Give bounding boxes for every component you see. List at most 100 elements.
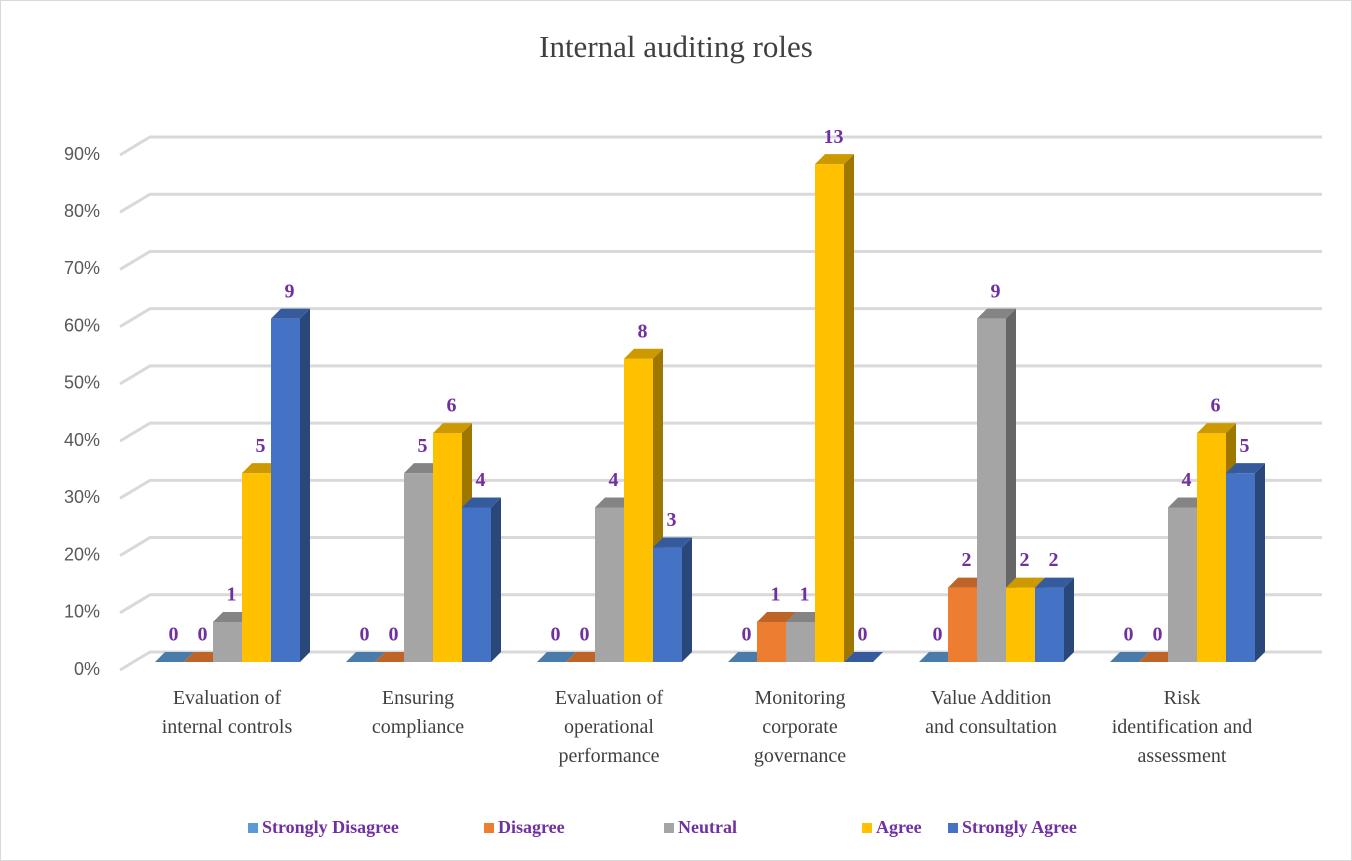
bar-front [977,318,1006,662]
bar-front [213,621,242,662]
bar [653,537,692,662]
data-label: 0 [1153,624,1163,646]
bar-front [653,547,682,662]
grid-line [119,249,1322,271]
data-label: 2 [1020,549,1030,571]
bar-top [1110,652,1149,662]
legend-swatch [664,823,674,833]
data-label: 2 [1049,549,1059,571]
data-label: 9 [991,280,1001,302]
bar-front [1226,473,1255,662]
data-label: 5 [256,435,266,457]
bar-front [815,164,844,662]
data-label: 1 [771,584,781,606]
grid-line [119,192,1322,214]
bar-top [155,652,194,662]
chart-title: Internal auditing roles [539,29,813,64]
bar-front [433,433,462,662]
bar [815,154,854,662]
x-tick-label: Evaluation of internal controls [161,687,293,738]
x-tick-label: Ensuring compliance [371,687,465,738]
data-label: 0 [389,624,399,646]
grid-line [119,478,1322,500]
data-label: 9 [285,280,295,302]
legend-label: Disagree [498,817,565,837]
bar [271,308,310,662]
bar-front [1006,587,1035,662]
data-label: 13 [824,126,844,148]
data-label: 0 [198,624,208,646]
bar-side [1064,577,1074,662]
bar-front [1168,507,1197,662]
bar-side [1255,463,1265,662]
data-label: 8 [638,320,648,342]
bar-front [757,621,786,662]
bar-top [346,652,385,662]
data-label: 5 [1240,435,1250,457]
data-label: 5 [418,435,428,457]
bar-top [653,537,692,548]
y-tick-label: 20% [64,544,100,564]
bar-front [948,587,977,662]
bar [346,652,385,662]
grid-line [119,364,1322,386]
bar-top [537,652,576,662]
bar-front [271,318,300,662]
bar-side [1006,308,1016,662]
y-tick-label: 90% [64,144,100,164]
y-tick-label: 80% [64,201,100,221]
grid-line [119,135,1322,157]
data-label: 6 [447,395,457,417]
bar [1226,463,1265,662]
bar-top [1197,423,1236,434]
data-label: 0 [169,624,179,646]
bar [155,652,194,662]
bar-top [433,423,472,434]
bar-top [624,348,663,359]
bar-side [491,497,501,662]
legend-label: Agree [876,817,922,837]
data-label: 0 [858,624,868,646]
bar [537,652,576,662]
bar [462,497,501,662]
y-tick-label: 40% [64,430,100,450]
data-label: 6 [1211,395,1221,417]
data-label: 1 [227,584,237,606]
bar-top [1006,577,1045,588]
bar-top [462,497,501,508]
bar-front [1197,433,1226,662]
bar-top [815,154,854,165]
x-tick-label: Risk identification and assessment [1111,687,1253,767]
y-tick-label: 70% [64,258,100,278]
grid-line [119,421,1322,443]
data-label: 4 [1182,469,1192,491]
legend-swatch [248,823,258,833]
legend-swatch [862,823,872,833]
data-label: 2 [962,549,972,571]
data-label: 4 [609,469,619,491]
y-tick-label: 10% [64,602,100,622]
bar-top [844,652,883,662]
bar-front [462,507,491,662]
bar [1035,577,1074,662]
x-tick-label: Value Addition and consultation [925,687,1057,738]
y-tick-label: 60% [64,315,100,335]
bar [1110,652,1149,662]
bar-top [757,611,796,622]
data-label: 0 [551,624,561,646]
data-label: 4 [476,469,486,491]
y-tick-label: 50% [64,373,100,393]
data-label: 0 [742,624,752,646]
bar-side [300,308,310,662]
data-label: 0 [1124,624,1134,646]
grid-line [119,536,1322,557]
x-tick-label: Evaluation of operational performance [554,687,664,767]
bar-side [682,537,692,662]
y-tick-label: 30% [64,487,100,507]
bar-front [624,358,653,662]
data-label: 3 [667,509,677,531]
bar-top [271,308,310,319]
y-tick-label: 0% [74,659,100,679]
bar-side [844,154,854,662]
